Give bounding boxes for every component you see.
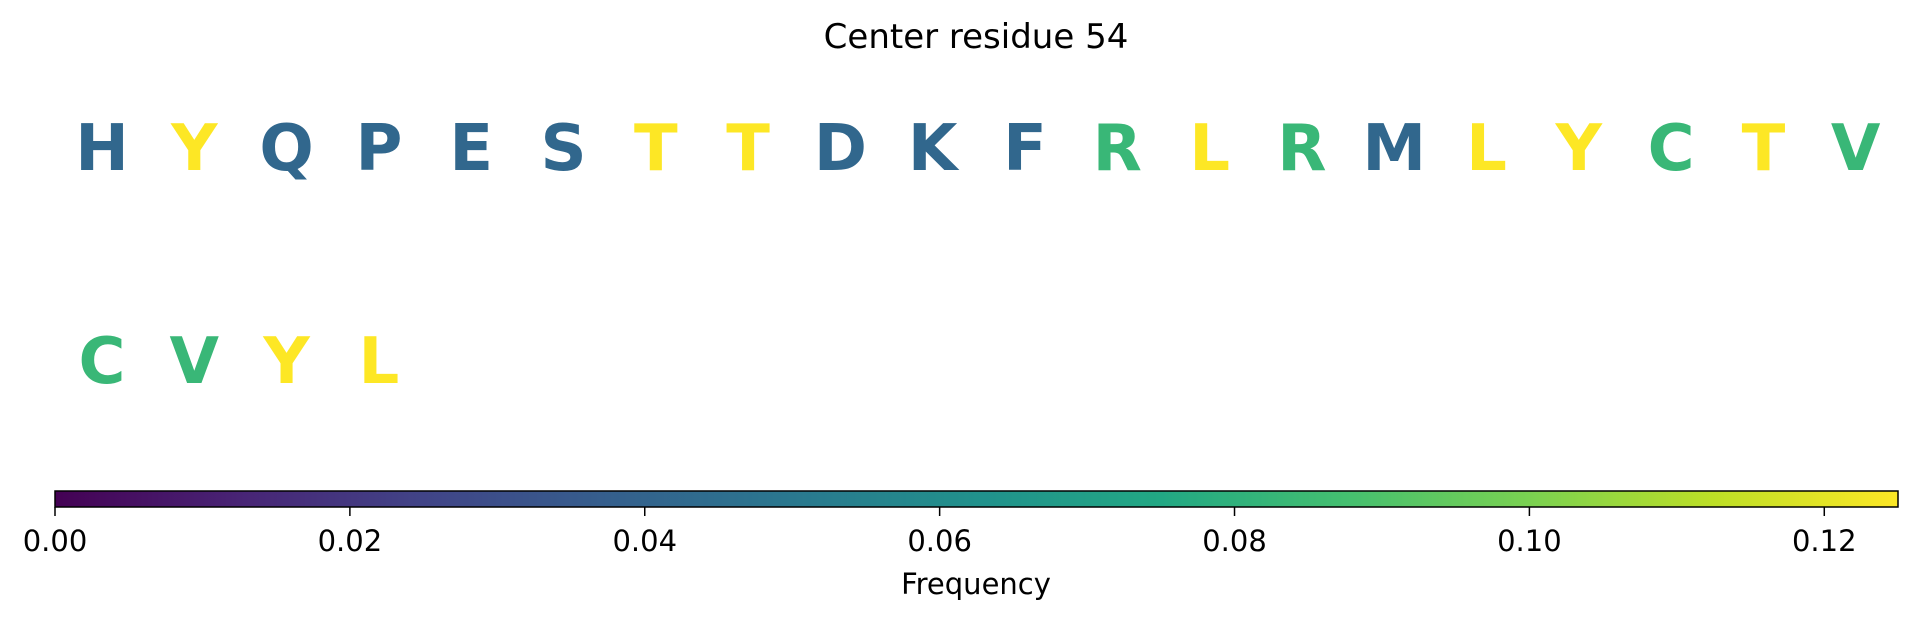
residue-letter: Y bbox=[1555, 112, 1603, 186]
colorbar-tick-label: 0.06 bbox=[907, 524, 972, 558]
colorbar-label: Frequency bbox=[901, 567, 1051, 601]
residue-letter: F bbox=[1003, 112, 1047, 186]
residue-letter: T bbox=[1742, 112, 1786, 186]
colorbar-ticks: 0.00 0.02 0.04 0.06 0.08 0.10 0.12 bbox=[23, 507, 1857, 558]
residue-letter: L bbox=[1189, 112, 1230, 186]
residue-letter: T bbox=[726, 112, 770, 186]
residue-letter: M bbox=[1362, 112, 1426, 186]
residue-letter: V bbox=[170, 325, 220, 399]
colorbar-tick-label: 0.00 bbox=[23, 524, 88, 558]
colorbar-tick-label: 0.10 bbox=[1497, 524, 1562, 558]
colorbar-gradient bbox=[54, 490, 1899, 508]
colorbar-tick-label: 0.12 bbox=[1792, 524, 1857, 558]
residue-letter: T bbox=[634, 112, 678, 186]
residue-letter: C bbox=[79, 325, 126, 399]
residue-letter: Y bbox=[262, 325, 310, 399]
colorbar-tick-label: 0.04 bbox=[612, 524, 677, 558]
residue-letter: V bbox=[1831, 112, 1881, 186]
residue-letter: Q bbox=[259, 112, 313, 186]
colorbar-tick-label: 0.08 bbox=[1202, 524, 1267, 558]
residue-letter: P bbox=[355, 112, 402, 186]
residue-letter: S bbox=[540, 112, 586, 186]
colorbar-tick-label: 0.02 bbox=[318, 524, 383, 558]
chart-title: Center residue 54 bbox=[824, 17, 1129, 57]
residue-letter: E bbox=[449, 112, 493, 186]
colorbar bbox=[54, 490, 1899, 508]
residue-letters: H Y Q P E S T T D K F R L R M L Y C T VC V Y L bbox=[75, 112, 1881, 399]
residue-letter: L bbox=[359, 325, 400, 399]
residue-letter: L bbox=[1466, 112, 1507, 186]
residue-letter: H bbox=[75, 112, 129, 186]
residue-letter: Y bbox=[170, 112, 218, 186]
residue-letter: D bbox=[814, 112, 867, 186]
residue-letter: C bbox=[1648, 112, 1695, 186]
residue-letter: R bbox=[1277, 112, 1326, 186]
residue-letter: R bbox=[1093, 112, 1142, 186]
residue-letter: K bbox=[908, 112, 960, 186]
